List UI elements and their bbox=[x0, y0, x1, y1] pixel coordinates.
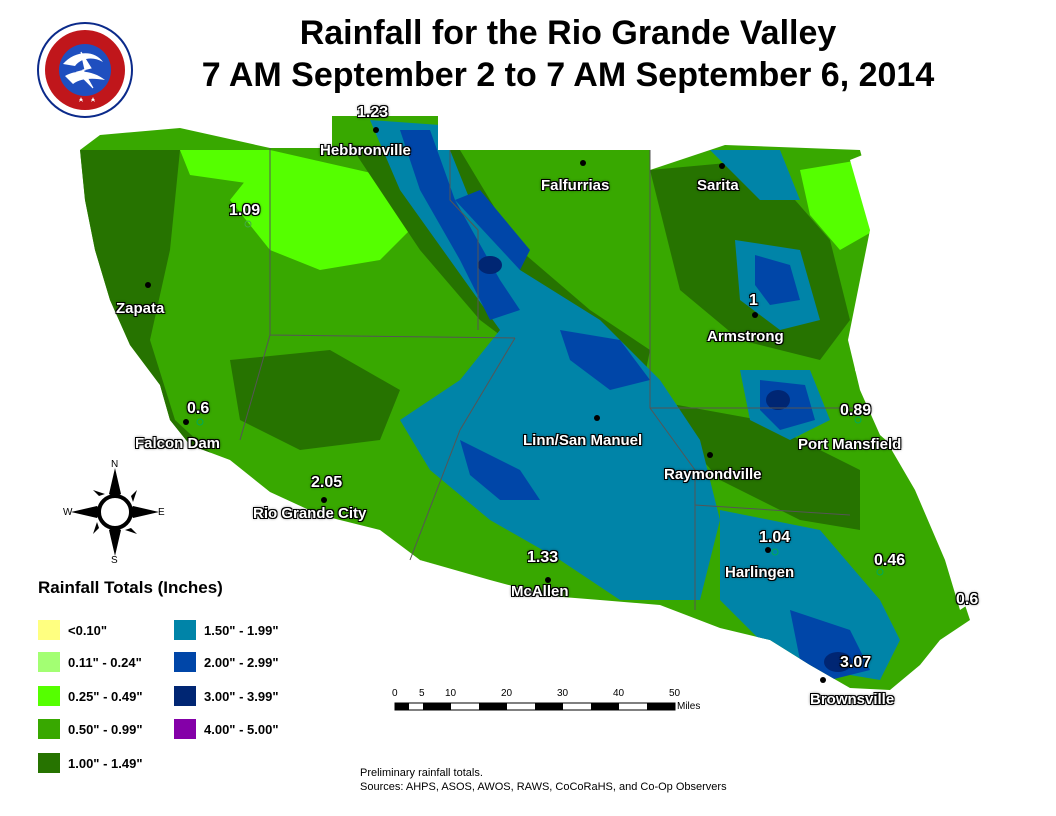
city-label-mcallen: McAllen bbox=[511, 583, 569, 600]
scale-tick-20: 20 bbox=[501, 688, 513, 699]
legend-swatch bbox=[174, 620, 196, 640]
compass-east: E bbox=[158, 507, 165, 518]
scale-tick-50: 50 bbox=[669, 688, 681, 699]
legend-swatch bbox=[38, 652, 60, 672]
value-label-1-09: 1.09 bbox=[229, 202, 261, 219]
value-label-armstrong: 1 bbox=[749, 292, 758, 309]
scale-tick-5: 5 bbox=[419, 688, 425, 699]
city-label-falfurrias: Falfurrias bbox=[541, 177, 610, 194]
legend-swatch bbox=[174, 652, 196, 672]
city-label-sarita: Sarita bbox=[697, 177, 739, 194]
legend-label: 4.00" - 5.00" bbox=[204, 721, 279, 737]
legend-swatch bbox=[38, 620, 60, 640]
legend-item: 0.25" - 0.49" bbox=[38, 686, 142, 706]
scale-tick-40: 40 bbox=[613, 688, 625, 699]
value-label-coast-06: 0.6 bbox=[956, 591, 979, 608]
legend-label: <0.10" bbox=[68, 622, 108, 638]
city-label-brownsville: Brownsville bbox=[810, 691, 895, 708]
value-label-rio-grande-city: 2.05 bbox=[311, 474, 343, 491]
legend-label: 1.50" - 1.99" bbox=[204, 622, 279, 638]
value-label-falcon-dam: 0.6 bbox=[187, 400, 210, 417]
legend-item: 0.50" - 0.99" bbox=[38, 719, 142, 739]
map-title-line1: Rainfall for the Rio Grande Valley bbox=[299, 14, 837, 52]
legend-item: 4.00" - 5.00" bbox=[174, 719, 278, 739]
compass-south: S bbox=[111, 555, 118, 566]
scale-tick-10: 10 bbox=[445, 688, 457, 699]
city-label-linn-san-manuel: Linn/San Manuel bbox=[523, 432, 643, 449]
compass-north: N bbox=[111, 459, 119, 470]
legend-label: 3.00" - 3.99" bbox=[204, 688, 279, 704]
scale-tick-0: 0 bbox=[392, 688, 398, 699]
legend-title: Rainfall Totals (Inches) bbox=[38, 578, 223, 597]
value-label-hebbronville: 1.23 bbox=[357, 104, 389, 121]
scale-tick-30: 30 bbox=[557, 688, 569, 699]
legend-label: 0.25" - 0.49" bbox=[68, 688, 143, 704]
legend-label: 0.11" - 0.24" bbox=[68, 654, 142, 670]
legend-label: 2.00" - 2.99" bbox=[204, 654, 279, 670]
legend-item: 2.00" - 2.99" bbox=[174, 652, 278, 672]
city-label-harlingen: Harlingen bbox=[725, 564, 795, 581]
map-title-line2: 7 AM September 2 to 7 AM September 6, 20… bbox=[201, 56, 935, 94]
city-label-armstrong: Armstrong bbox=[707, 328, 784, 345]
value-label-harlingen: 1.04 bbox=[759, 529, 791, 546]
legend-swatch bbox=[174, 719, 196, 739]
note-sources: Sources: AHPS, ASOS, AWOS, RAWS, CoCoRaH… bbox=[360, 781, 727, 793]
legend-item: 3.00" - 3.99" bbox=[174, 686, 278, 706]
legend-item: 0.11" - 0.24" bbox=[38, 652, 142, 672]
scale-unit: Miles bbox=[677, 701, 701, 712]
city-label-zapata: Zapata bbox=[116, 300, 165, 317]
city-label-port-mansfield: Port Mansfield bbox=[798, 436, 902, 453]
legend-label: 0.50" - 0.99" bbox=[68, 721, 143, 737]
legend-item: 1.00" - 1.49" bbox=[38, 753, 142, 773]
legend-swatch bbox=[38, 753, 60, 773]
value-label-port-mansfield: 0.89 bbox=[840, 402, 872, 419]
legend-swatch bbox=[38, 719, 60, 739]
legend-item: <0.10" bbox=[38, 620, 107, 640]
nws-logo bbox=[37, 22, 133, 118]
city-label-raymondville: Raymondville bbox=[664, 466, 762, 483]
legend-swatch bbox=[38, 686, 60, 706]
legend-item: 1.50" - 1.99" bbox=[174, 620, 278, 640]
compass-west: W bbox=[63, 507, 73, 518]
value-label-coast-046: 0.46 bbox=[874, 552, 906, 569]
city-label-rio-grande-city: Rio Grande City bbox=[253, 505, 367, 522]
legend-label: 1.00" - 1.49" bbox=[68, 755, 143, 771]
value-label-mcallen: 1.33 bbox=[527, 549, 559, 566]
value-label-brownsville: 3.07 bbox=[840, 654, 872, 671]
note-preliminary: Preliminary rainfall totals. bbox=[360, 767, 483, 779]
city-label-falcon-dam: Falcon Dam bbox=[135, 435, 221, 452]
compass-rose bbox=[71, 468, 159, 556]
scale-bar bbox=[394, 702, 676, 711]
legend-swatch bbox=[174, 686, 196, 706]
city-label-hebbronville: Hebbronville bbox=[320, 142, 411, 159]
